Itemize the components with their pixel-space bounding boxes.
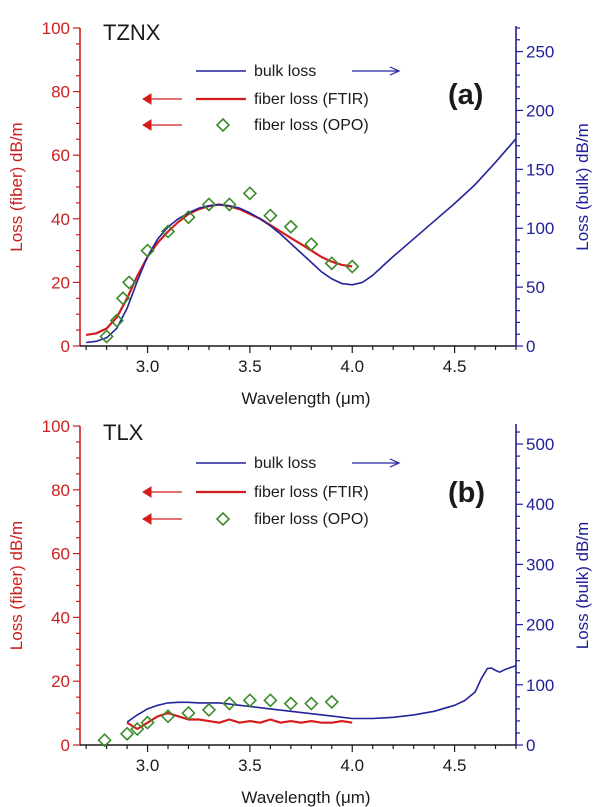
- panel-label: (a): [448, 79, 483, 111]
- left-axis-label: Loss (fiber) dB/m: [7, 521, 26, 650]
- left-tick-label: 20: [51, 273, 70, 292]
- right-tick-label: 300: [526, 555, 554, 574]
- legend-opo-arrow-head: [142, 119, 152, 131]
- left-tick-label: 0: [61, 736, 70, 755]
- legend-opo-label: fiber loss (OPO): [254, 511, 369, 528]
- legend-bulk-label: bulk loss: [254, 63, 316, 80]
- opo-point: [121, 275, 137, 290]
- bulk-line: [126, 664, 517, 723]
- opo-point: [99, 329, 114, 344]
- opo-point: [304, 237, 319, 252]
- opo-point: [181, 705, 196, 721]
- left-tick-label: 80: [51, 481, 70, 500]
- legend-ftir-label: fiber loss (FTIR): [254, 91, 369, 108]
- left-tick-label: 60: [51, 545, 70, 564]
- left-tick-label: 60: [51, 146, 70, 165]
- right-tick-label: 0: [526, 736, 535, 755]
- opo-point: [263, 693, 278, 708]
- right-axis-label: Loss (bulk) dB/m: [573, 522, 592, 650]
- panel-label: (b): [448, 477, 485, 509]
- x-tick-label: 3.0: [136, 756, 160, 775]
- legend-opo-label: fiber loss (OPO): [254, 117, 369, 134]
- x-tick-label: 4.5: [443, 756, 467, 775]
- x-tick-label: 3.0: [136, 357, 160, 376]
- legend-bulk-arrow-head: [389, 66, 401, 76]
- glass-name: TLX: [103, 420, 144, 445]
- bulk-line: [86, 138, 517, 344]
- opo-point: [283, 696, 298, 711]
- opo-point: [304, 696, 319, 711]
- right-tick-label: 200: [526, 616, 554, 635]
- left-tick-label: 0: [61, 337, 70, 356]
- legend-opo-arrow-head: [142, 513, 152, 525]
- ftir-line: [85, 203, 353, 336]
- opo-point: [160, 709, 176, 724]
- right-tick-label: 100: [526, 219, 554, 238]
- opo-point: [283, 219, 298, 234]
- opo-point: [345, 259, 360, 274]
- right-tick-label: 150: [526, 160, 554, 179]
- chart-panel-b: 3.0 3.5 4.0 4.5 0 20 40 60 80 100 0 100 200 300 400 500…: [7, 417, 592, 807]
- opo-point: [115, 291, 131, 306]
- opo-point: [140, 243, 155, 258]
- left-tick-label: 80: [51, 83, 70, 102]
- x-tick-label: 4.0: [340, 756, 364, 775]
- opo-point: [242, 186, 258, 201]
- legend-opo-swatch: [215, 511, 231, 527]
- left-tick-label: 100: [42, 19, 70, 38]
- right-tick-label: 500: [526, 435, 554, 454]
- legend-ftir-label: fiber loss (FTIR): [254, 484, 369, 501]
- x-tick-label: 4.5: [443, 357, 467, 376]
- legend-bulk-label: bulk loss: [254, 455, 316, 472]
- left-tick-label: 40: [51, 210, 70, 229]
- left-tick-label: 100: [42, 417, 70, 436]
- right-tick-label: 100: [526, 676, 554, 695]
- x-axis-label: Wavelength (μm): [241, 389, 370, 408]
- opo-point: [201, 197, 217, 212]
- right-tick-label: 400: [526, 495, 554, 514]
- opo-point: [222, 696, 237, 711]
- legend-bulk-arrow-head: [389, 458, 401, 468]
- left-axis-label: Loss (fiber) dB/m: [7, 122, 26, 251]
- opo-point: [130, 721, 145, 737]
- opo-point: [324, 694, 339, 710]
- x-axis-label: Wavelength (μm): [241, 788, 370, 807]
- opo-point: [109, 313, 124, 328]
- opo-point: [263, 208, 278, 223]
- right-tick-label: 200: [526, 101, 554, 120]
- left-tick-label: 40: [51, 608, 70, 627]
- opo-point: [242, 693, 258, 708]
- left-tick-label: 20: [51, 672, 70, 691]
- legend-ftir-arrow-head: [142, 93, 152, 105]
- opo-point: [140, 715, 155, 730]
- ftir-line: [126, 712, 353, 731]
- opo-point: [97, 733, 112, 748]
- opo-point: [181, 210, 196, 225]
- opo-point: [119, 726, 135, 741]
- right-tick-label: 0: [526, 337, 535, 356]
- glass-name: TZNX: [103, 20, 161, 45]
- legend-ftir-arrow-head: [142, 486, 152, 498]
- x-tick-label: 3.5: [238, 756, 262, 775]
- opo-point: [160, 224, 176, 239]
- right-axis-label: Loss (bulk) dB/m: [573, 123, 592, 251]
- right-tick-label: 250: [526, 43, 554, 62]
- right-tick-label: 50: [526, 278, 545, 297]
- x-tick-label: 4.0: [340, 357, 364, 376]
- opo-point: [324, 256, 339, 271]
- chart-panel-a: 3.0 3.5 4.0 4.5 0 20 40 60 80 100 0 50 100 150 200 250 L…: [7, 19, 592, 408]
- opo-point: [201, 702, 217, 718]
- legend-opo-swatch: [215, 117, 231, 133]
- opo-point: [222, 197, 237, 212]
- x-tick-label: 3.5: [238, 357, 262, 376]
